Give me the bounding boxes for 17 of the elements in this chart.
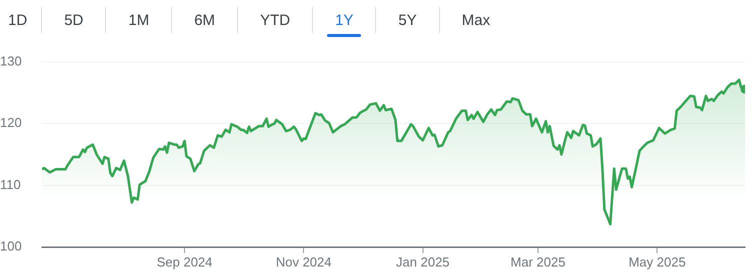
x-tick-label: Sep 2024 [156, 254, 212, 270]
y-tick-label: 130 [0, 54, 22, 69]
text: 1Y [335, 12, 354, 28]
text: 5D [64, 12, 84, 28]
text: 1M [128, 12, 150, 28]
text: 6M [194, 12, 216, 28]
y-tick-label: 110 [0, 176, 21, 192]
text: 5Y [398, 12, 417, 28]
x-tick-label: Jan 2025 [396, 254, 450, 270]
y-tick-label: 100 [0, 238, 22, 254]
x-tick-label: Mar 2025 [510, 254, 566, 270]
y-tick-label: 120 [0, 115, 22, 130]
text: YTD [260, 12, 290, 28]
x-tick-label: Nov 2024 [276, 254, 332, 270]
text: Max [462, 12, 490, 28]
x-tick-label: May 2025 [628, 254, 686, 270]
text: 1D [8, 12, 28, 28]
